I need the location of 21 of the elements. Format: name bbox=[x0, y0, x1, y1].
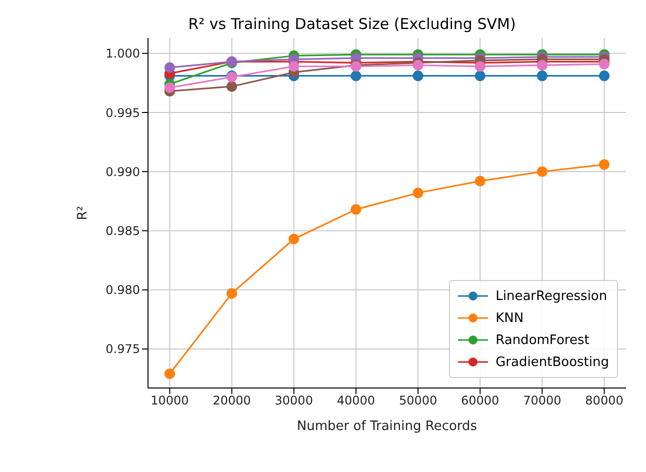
x-tick-label: 60000 bbox=[461, 394, 500, 408]
x-tick-label: 50000 bbox=[398, 394, 438, 408]
x-tick-label: 30000 bbox=[274, 394, 313, 408]
legend-label: GradientBoosting bbox=[496, 354, 609, 370]
chart-title: R² vs Training Dataset Size (Excluding SVM) bbox=[187, 14, 517, 35]
y-tick-label: 1.000 bbox=[106, 46, 140, 61]
x-tick-label: 40000 bbox=[336, 394, 376, 408]
y-tick-label: 0.995 bbox=[106, 106, 140, 120]
y-tick-label: 0.975 bbox=[106, 342, 140, 356]
y-axis-title: R² bbox=[76, 206, 91, 220]
x-tick-label: 20000 bbox=[212, 394, 251, 408]
legend-label: RandomForest bbox=[496, 332, 590, 348]
y-tick-label: 0.980 bbox=[106, 283, 140, 298]
legend-label: LinearRegression bbox=[496, 288, 608, 304]
y-tick-label: 0.985 bbox=[106, 224, 140, 238]
legend-label: KNN bbox=[496, 310, 524, 326]
x-tick-label: 10000 bbox=[150, 394, 189, 408]
y-tick-label: 0.990 bbox=[106, 164, 140, 179]
x-tick-label: 70000 bbox=[523, 394, 562, 408]
x-tick-label: 80000 bbox=[585, 394, 624, 408]
x-axis-title: Number of Training Records bbox=[296, 419, 478, 434]
